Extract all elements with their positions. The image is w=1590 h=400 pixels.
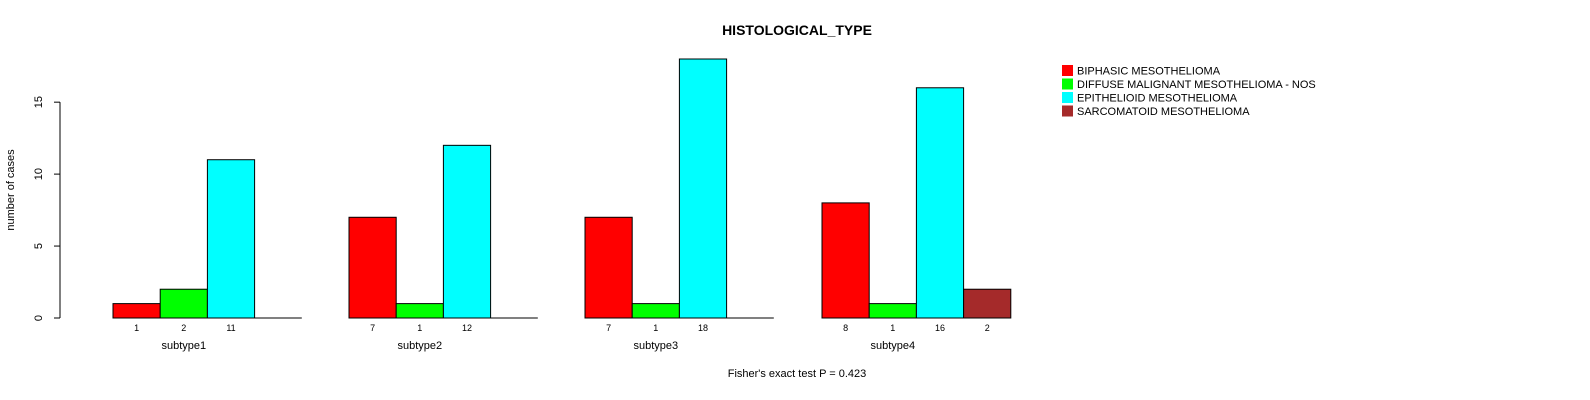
bar-count-label: 2 xyxy=(181,323,186,333)
bar xyxy=(821,202,870,319)
legend-swatch xyxy=(1062,92,1073,103)
y-axis-label: number of cases xyxy=(5,149,17,231)
chart-title: HISTOLOGICAL_TYPE xyxy=(722,22,872,38)
y-tick-label: 0 xyxy=(33,315,45,321)
bar xyxy=(915,87,965,319)
bar xyxy=(112,303,161,319)
y-tick-label: 5 xyxy=(33,243,45,249)
bar-count-label: 16 xyxy=(935,323,945,333)
bar-count-label: 1 xyxy=(417,323,422,333)
bar xyxy=(584,216,633,319)
category-label: subtype3 xyxy=(633,340,678,352)
bar-count-label: 1 xyxy=(890,323,895,333)
bar xyxy=(678,58,728,319)
bar-count-label: 1 xyxy=(653,323,658,333)
category-label: subtype4 xyxy=(870,340,915,352)
legend-swatch xyxy=(1062,78,1073,90)
bar-group-subtype1: 1 2 11 subtype1 xyxy=(112,159,302,352)
bar-count-label: 7 xyxy=(606,323,611,333)
fisher-test-footnote: Fisher's exact test P = 0.423 xyxy=(728,368,867,380)
legend-item: EPITHELIOID MESOTHELIOMA xyxy=(1062,92,1238,105)
legend-item: DIFFUSE MALIGNANT MESOTHELIOMA - NOS xyxy=(1062,78,1316,91)
bar-count-label: 12 xyxy=(462,323,472,333)
bar-count-label: 11 xyxy=(226,323,235,333)
bar xyxy=(206,159,256,319)
legend-item: BIPHASIC MESOTHELIOMA xyxy=(1062,65,1221,78)
category-label: subtype2 xyxy=(397,340,442,352)
legend-label: BIPHASIC MESOTHELIOMA xyxy=(1077,66,1221,78)
legend-label: SARCOMATOID MESOTHELIOMA xyxy=(1077,106,1250,118)
bar-group-subtype4: 8 1 16 2 subtype4 xyxy=(821,87,1012,352)
bar-group-subtype2: 7 1 12 subtype2 xyxy=(348,144,538,352)
bar-count-label: 1 xyxy=(134,323,139,333)
legend-label: DIFFUSE MALIGNANT MESOTHELIOMA - NOS xyxy=(1077,79,1316,91)
bar-group-subtype3: 7 1 18 subtype3 xyxy=(584,58,774,352)
y-axis: 0 5 10 15 xyxy=(33,96,61,321)
bar-count-label: 7 xyxy=(370,323,375,333)
bar-count-label: 8 xyxy=(843,323,848,333)
bar-count-label: 18 xyxy=(698,323,708,333)
bar xyxy=(159,288,208,319)
bar xyxy=(348,216,397,319)
legend-label: EPITHELIOID MESOTHELIOMA xyxy=(1077,93,1238,105)
bar xyxy=(868,303,917,319)
bar xyxy=(963,288,1012,319)
legend-swatch xyxy=(1062,65,1073,76)
legend-swatch xyxy=(1062,105,1073,117)
bar xyxy=(442,144,492,319)
bar xyxy=(631,303,680,319)
category-label: subtype1 xyxy=(161,340,206,352)
bar-count-label: 2 xyxy=(985,323,990,333)
bar xyxy=(395,303,444,319)
y-tick-label: 15 xyxy=(33,96,45,108)
y-tick-label: 10 xyxy=(33,168,45,180)
legend-item: SARCOMATOID MESOTHELIOMA xyxy=(1062,105,1250,118)
